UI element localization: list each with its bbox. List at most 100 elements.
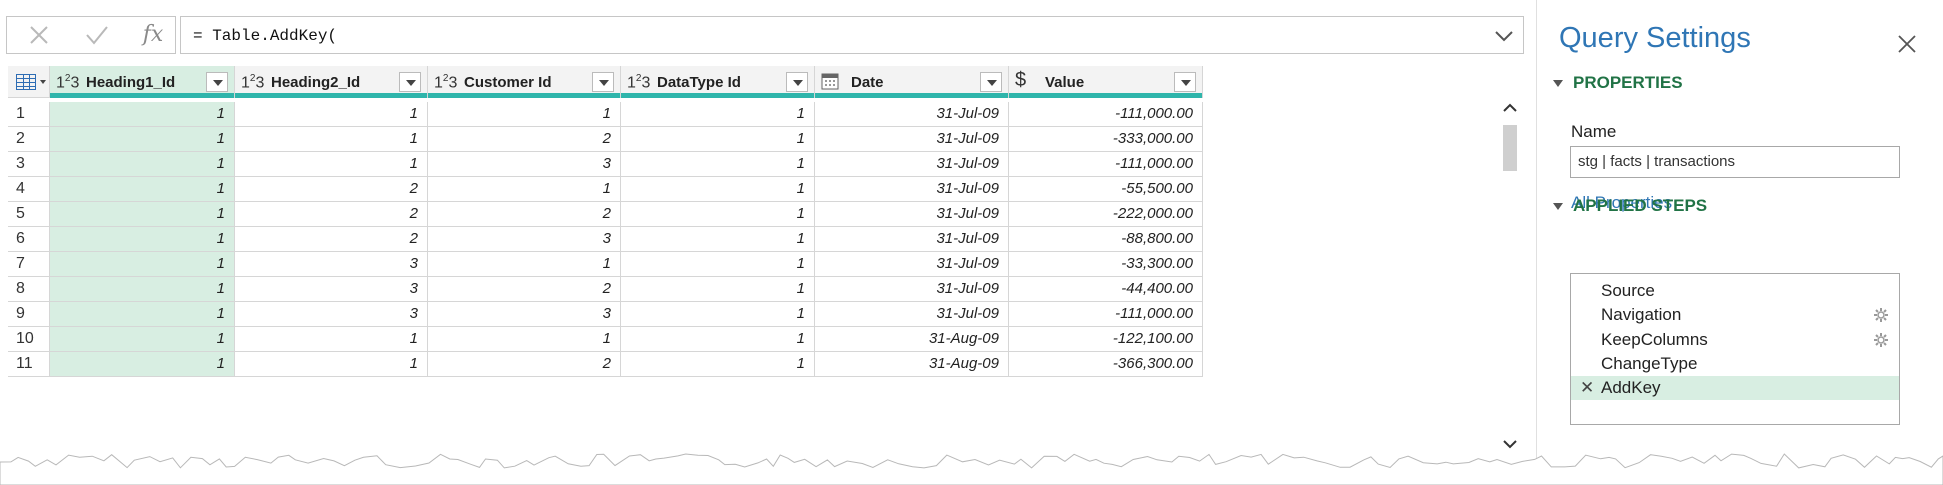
- confirm-formula-button[interactable]: [73, 17, 121, 53]
- whole-number-type-icon[interactable]: 123: [627, 73, 651, 92]
- table-cell[interactable]: 1: [621, 202, 815, 227]
- table-row[interactable]: 2 1 1 2 1 31-Jul-09 -333,000.00: [8, 127, 1204, 152]
- table-cell[interactable]: -111,000.00: [1009, 302, 1203, 327]
- table-cell[interactable]: 1: [621, 127, 815, 152]
- table-cell[interactable]: 1: [235, 152, 428, 177]
- row-number[interactable]: 4: [8, 177, 50, 202]
- gear-icon[interactable]: [1873, 332, 1889, 348]
- delete-step-icon[interactable]: ✕: [1580, 378, 1595, 398]
- scroll-up-icon[interactable]: [1502, 100, 1518, 116]
- table-cell[interactable]: -333,000.00: [1009, 127, 1203, 152]
- applied-steps-section-header[interactable]: APPLIED STEPS: [1553, 196, 1707, 216]
- row-number[interactable]: 9: [8, 302, 50, 327]
- formula-input[interactable]: = Table.AddKey(: [180, 16, 1524, 54]
- column-header[interactable]: Date: [815, 66, 1009, 98]
- table-row[interactable]: 3 1 1 3 1 31-Jul-09 -111,000.00: [8, 152, 1204, 177]
- table-cell[interactable]: 1: [50, 177, 235, 202]
- column-header[interactable]: 123 DataType Id: [621, 66, 815, 98]
- currency-type-icon[interactable]: $: [1015, 69, 1027, 91]
- table-cell[interactable]: -122,100.00: [1009, 327, 1203, 352]
- table-cell[interactable]: 3: [235, 277, 428, 302]
- table-cell[interactable]: 3: [235, 302, 428, 327]
- column-header[interactable]: $ Value: [1009, 66, 1203, 98]
- table-cell[interactable]: 1: [235, 352, 428, 377]
- table-cell[interactable]: 1: [621, 177, 815, 202]
- table-row[interactable]: 1 1 1 1 1 31-Jul-09 -111,000.00: [8, 102, 1204, 127]
- table-cell[interactable]: -111,000.00: [1009, 152, 1203, 177]
- table-cell[interactable]: 2: [428, 277, 621, 302]
- row-number[interactable]: 3: [8, 152, 50, 177]
- column-header[interactable]: 123 Heading2_Id: [235, 66, 428, 98]
- table-cell[interactable]: 31-Aug-09: [815, 327, 1009, 352]
- table-cell[interactable]: 31-Jul-09: [815, 302, 1009, 327]
- table-cell[interactable]: 31-Jul-09: [815, 177, 1009, 202]
- filter-dropdown-button[interactable]: [1174, 72, 1196, 92]
- table-cell[interactable]: 1: [621, 102, 815, 127]
- table-cell[interactable]: 1: [50, 152, 235, 177]
- row-number[interactable]: 5: [8, 202, 50, 227]
- table-cell[interactable]: 1: [621, 327, 815, 352]
- table-cell[interactable]: 31-Aug-09: [815, 352, 1009, 377]
- table-cell[interactable]: 31-Jul-09: [815, 227, 1009, 252]
- table-cell[interactable]: 31-Jul-09: [815, 127, 1009, 152]
- table-cell[interactable]: 2: [235, 177, 428, 202]
- table-cell[interactable]: 1: [50, 302, 235, 327]
- table-cell[interactable]: 31-Jul-09: [815, 102, 1009, 127]
- table-cell[interactable]: 1: [50, 352, 235, 377]
- table-cell[interactable]: 3: [428, 302, 621, 327]
- table-cell[interactable]: 3: [428, 227, 621, 252]
- table-cell[interactable]: 1: [50, 252, 235, 277]
- applied-step[interactable]: ✕ AddKey: [1571, 376, 1899, 401]
- applied-step[interactable]: ChangeType: [1571, 352, 1899, 376]
- table-cell[interactable]: 1: [235, 102, 428, 127]
- table-row[interactable]: 6 1 2 3 1 31-Jul-09 -88,800.00: [8, 227, 1204, 252]
- applied-step[interactable]: Source: [1571, 279, 1899, 303]
- table-cell[interactable]: 2: [235, 202, 428, 227]
- table-cell[interactable]: 1: [50, 127, 235, 152]
- expand-formula-button[interactable]: [1489, 21, 1519, 51]
- table-cell[interactable]: 1: [621, 152, 815, 177]
- table-cell[interactable]: 1: [428, 252, 621, 277]
- table-row[interactable]: 9 1 3 3 1 31-Jul-09 -111,000.00: [8, 302, 1204, 327]
- table-cell[interactable]: 2: [428, 202, 621, 227]
- table-cell[interactable]: -33,300.00: [1009, 252, 1203, 277]
- scrollbar-thumb[interactable]: [1503, 125, 1517, 171]
- table-cell[interactable]: -222,000.00: [1009, 202, 1203, 227]
- table-cell[interactable]: 1: [50, 277, 235, 302]
- table-cell[interactable]: 1: [235, 127, 428, 152]
- table-cell[interactable]: 31-Jul-09: [815, 252, 1009, 277]
- table-cell[interactable]: -111,000.00: [1009, 102, 1203, 127]
- table-cell[interactable]: 1: [235, 327, 428, 352]
- table-cell[interactable]: 2: [428, 352, 621, 377]
- whole-number-type-icon[interactable]: 123: [56, 73, 80, 92]
- table-cell[interactable]: 1: [428, 327, 621, 352]
- whole-number-type-icon[interactable]: 123: [434, 73, 458, 92]
- table-cell[interactable]: -44,400.00: [1009, 277, 1203, 302]
- table-row[interactable]: 4 1 2 1 1 31-Jul-09 -55,500.00: [8, 177, 1204, 202]
- table-cell[interactable]: 1: [50, 102, 235, 127]
- whole-number-type-icon[interactable]: 123: [241, 73, 265, 92]
- row-number[interactable]: 8: [8, 277, 50, 302]
- table-cell[interactable]: 31-Jul-09: [815, 152, 1009, 177]
- query-name-field[interactable]: stg | facts | transactions: [1570, 146, 1900, 178]
- table-row[interactable]: 10 1 1 1 1 31-Aug-09 -122,100.00: [8, 327, 1204, 352]
- table-cell[interactable]: 1: [621, 277, 815, 302]
- table-row[interactable]: 7 1 3 1 1 31-Jul-09 -33,300.00: [8, 252, 1204, 277]
- table-cell[interactable]: 1: [50, 327, 235, 352]
- table-cell[interactable]: 1: [428, 177, 621, 202]
- table-cell[interactable]: 1: [621, 227, 815, 252]
- vertical-scrollbar[interactable]: [1500, 100, 1520, 455]
- table-menu-button[interactable]: [8, 66, 50, 98]
- table-cell[interactable]: -55,500.00: [1009, 177, 1203, 202]
- table-cell[interactable]: 1: [50, 202, 235, 227]
- gear-icon[interactable]: [1873, 307, 1889, 323]
- row-number[interactable]: 1: [8, 102, 50, 127]
- filter-dropdown-button[interactable]: [980, 72, 1002, 92]
- row-number[interactable]: 11: [8, 352, 50, 377]
- table-cell[interactable]: 2: [235, 227, 428, 252]
- table-row[interactable]: 5 1 2 2 1 31-Jul-09 -222,000.00: [8, 202, 1204, 227]
- table-cell[interactable]: 1: [428, 102, 621, 127]
- column-header[interactable]: 123 Heading1_Id: [50, 66, 235, 98]
- cancel-formula-button[interactable]: [15, 17, 63, 53]
- table-cell[interactable]: 1: [621, 302, 815, 327]
